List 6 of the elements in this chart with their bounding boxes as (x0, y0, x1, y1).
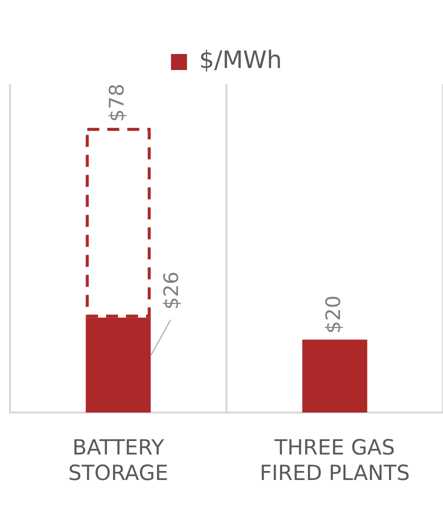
data-label: $20 (320, 295, 345, 334)
total-label: $78 (104, 84, 128, 122)
x-tick-label: THREE GAS FIRED PLANTS (260, 436, 410, 485)
x-tick-label: BATTERY STORAGE (68, 436, 168, 485)
legend-label: $/MWh (199, 46, 282, 74)
data-label: $26 (158, 271, 183, 310)
